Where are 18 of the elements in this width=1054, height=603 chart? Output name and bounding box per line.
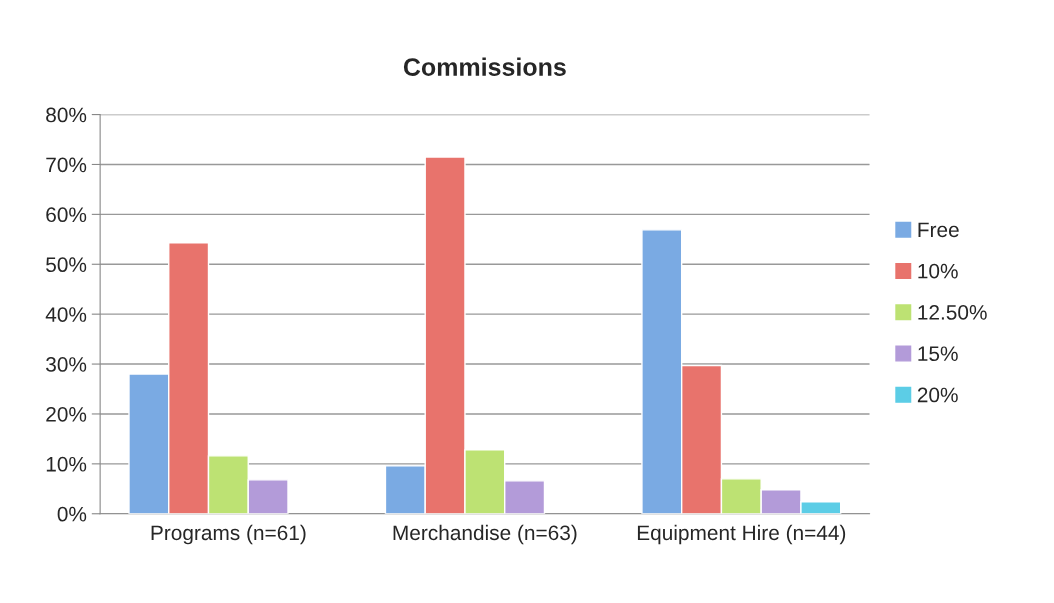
y-tick-label: 50% — [46, 257, 87, 273]
legend-label: 10% — [918, 263, 958, 279]
chart-title: Commissions — [403, 57, 566, 76]
x-tick-label: Equipment Hire (n=44) — [637, 524, 846, 545]
legend-label: 15% — [918, 346, 958, 362]
y-tick-label: 70% — [46, 157, 87, 173]
x-tick-label: Merchandise (n=63) — [393, 524, 577, 545]
y-tick-label: 40% — [45, 307, 87, 322]
y-tick-label: 60% — [46, 207, 87, 223]
legend-label: Free — [918, 222, 959, 238]
legend-label: 12.50% — [918, 305, 987, 320]
y-tick-label: 30% — [46, 357, 87, 372]
y-tick-label: 20% — [46, 406, 87, 422]
x-tick-label: Programs (n=61) — [151, 524, 306, 545]
y-tick-label: 10% — [46, 456, 87, 472]
y-tick-label: 80% — [46, 107, 87, 123]
legend-label: 20% — [917, 387, 958, 403]
y-tick-label: 0% — [57, 506, 87, 522]
